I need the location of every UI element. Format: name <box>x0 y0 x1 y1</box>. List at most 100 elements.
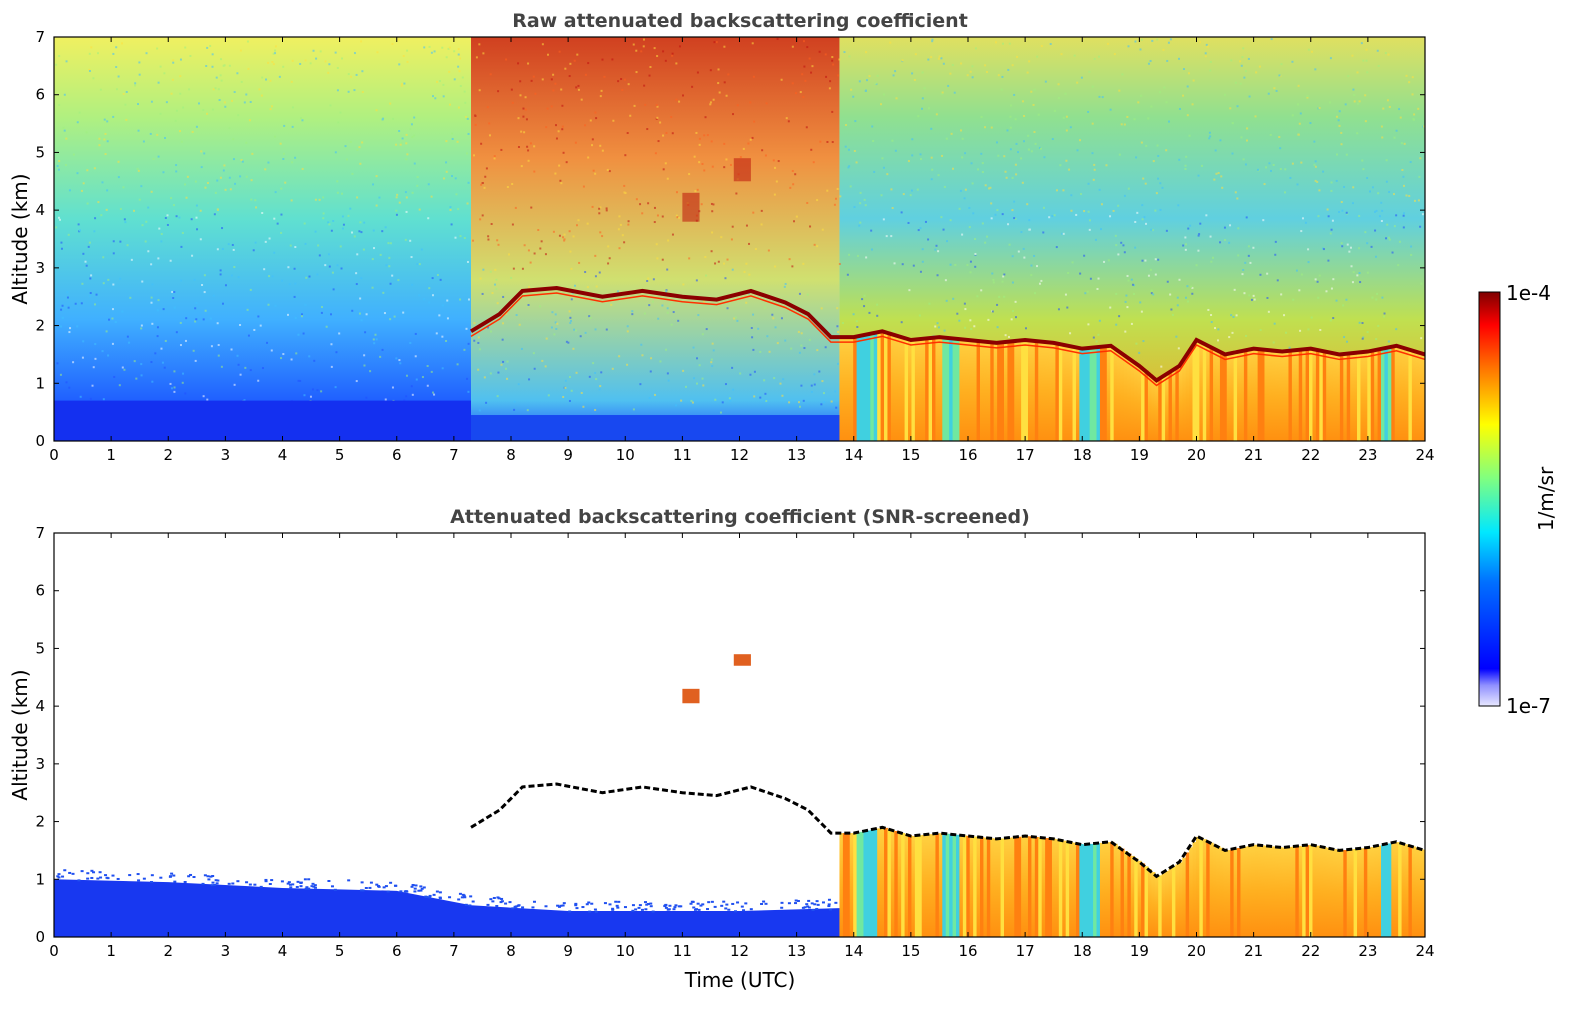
noise-pixel <box>216 179 219 182</box>
mixed-layer-column <box>1288 846 1293 937</box>
noise-pixel <box>1377 324 1380 327</box>
noise-pixel <box>859 221 862 224</box>
noise-pixel <box>1191 286 1194 289</box>
mixed-layer-column <box>1093 843 1098 937</box>
noise-pixel <box>514 206 517 209</box>
edge-pixel <box>448 896 452 899</box>
noise-pixel <box>330 365 333 368</box>
noise-pixel <box>1405 194 1408 197</box>
noise-pixel <box>533 170 536 173</box>
noise-pixel <box>541 78 544 81</box>
noise-pixel <box>379 253 382 256</box>
noise-pixel <box>1092 178 1095 181</box>
noise-pixel <box>647 202 650 205</box>
noise-pixel <box>1327 215 1330 218</box>
edge-pixel <box>287 881 291 884</box>
y-tick-label: 3 <box>35 755 45 773</box>
mixed-layer-column <box>1237 848 1242 937</box>
noise-pixel <box>140 374 143 377</box>
mixed-layer-column <box>1055 839 1060 937</box>
edge-pixel <box>634 908 638 911</box>
noise-pixel <box>214 87 217 90</box>
noise-pixel <box>868 311 871 314</box>
mixed-layer-column <box>1161 873 1166 937</box>
noise-pixel <box>88 69 91 72</box>
noise-pixel <box>836 325 839 328</box>
edge-pixel <box>460 896 464 899</box>
noise-pixel <box>1079 272 1082 275</box>
noise-pixel <box>702 384 705 387</box>
noise-pixel <box>1313 163 1316 166</box>
noise-pixel <box>94 303 97 306</box>
noise-pixel <box>1279 168 1282 171</box>
noise-pixel <box>1151 39 1154 42</box>
noise-pixel <box>426 384 429 387</box>
noise-pixel <box>1388 190 1391 193</box>
noise-pixel <box>1100 203 1103 206</box>
noise-pixel <box>483 186 486 189</box>
noise-pixel <box>592 362 595 365</box>
noise-pixel <box>757 327 760 330</box>
noise-pixel <box>342 223 345 226</box>
noise-pixel <box>389 102 392 105</box>
noise-pixel <box>525 118 528 121</box>
noise-pixel <box>372 338 375 341</box>
edge-pixel <box>428 896 432 899</box>
noise-pixel <box>251 152 254 155</box>
mixed-layer-column <box>1065 841 1070 937</box>
noise-pixel <box>1351 54 1354 57</box>
edge-pixel <box>405 890 409 893</box>
noise-pixel <box>169 382 172 385</box>
noise-pixel <box>220 79 223 82</box>
noise-pixel <box>893 262 896 265</box>
noise-pixel <box>136 167 139 170</box>
noise-pixel <box>635 49 638 52</box>
noise-pixel <box>863 198 866 201</box>
noise-pixel <box>626 363 629 366</box>
noise-pixel <box>483 376 486 379</box>
noise-pixel <box>1278 135 1281 138</box>
noise-pixel <box>792 183 795 186</box>
noise-pixel <box>698 137 701 140</box>
noise-pixel <box>1335 115 1338 118</box>
noise-pixel <box>1051 214 1054 217</box>
noise-pixel <box>931 40 934 43</box>
noise-pixel <box>166 214 169 217</box>
noise-pixel <box>1300 161 1303 164</box>
noise-pixel <box>833 203 836 206</box>
noise-pixel <box>850 88 853 91</box>
noise-pixel <box>554 124 557 127</box>
noise-pixel <box>200 150 203 153</box>
noise-pixel <box>421 376 424 379</box>
mixed-layer-column <box>887 332 892 441</box>
noise-pixel <box>259 324 262 327</box>
mixed-layer-column <box>1237 352 1242 441</box>
noise-pixel <box>1139 301 1142 304</box>
noise-pixel <box>908 289 911 292</box>
noise-pixel <box>240 159 243 162</box>
noise-pixel <box>1091 152 1094 155</box>
noise-pixel <box>627 223 630 226</box>
noise-pixel <box>67 233 70 236</box>
noise-pixel <box>81 282 84 285</box>
noise-pixel <box>643 84 646 87</box>
noise-pixel <box>169 259 172 262</box>
noise-pixel <box>356 196 359 199</box>
edge-pixel <box>96 877 100 880</box>
noise-pixel <box>1322 170 1325 173</box>
noise-pixel <box>96 52 99 55</box>
noise-pixel <box>1097 277 1100 280</box>
mixed-layer-column <box>1233 848 1238 937</box>
mixed-layer-column <box>959 835 964 937</box>
noise-pixel <box>780 78 783 81</box>
edge-pixel <box>692 906 696 909</box>
noise-pixel <box>76 325 79 328</box>
edge-pixel <box>740 905 744 908</box>
edge-pixel <box>201 882 205 885</box>
noise-pixel <box>1205 43 1208 46</box>
edge-pixel <box>517 904 521 907</box>
noise-pixel <box>409 239 412 242</box>
noise-pixel <box>921 97 924 100</box>
noise-pixel <box>384 398 387 401</box>
noise-pixel <box>68 331 71 334</box>
